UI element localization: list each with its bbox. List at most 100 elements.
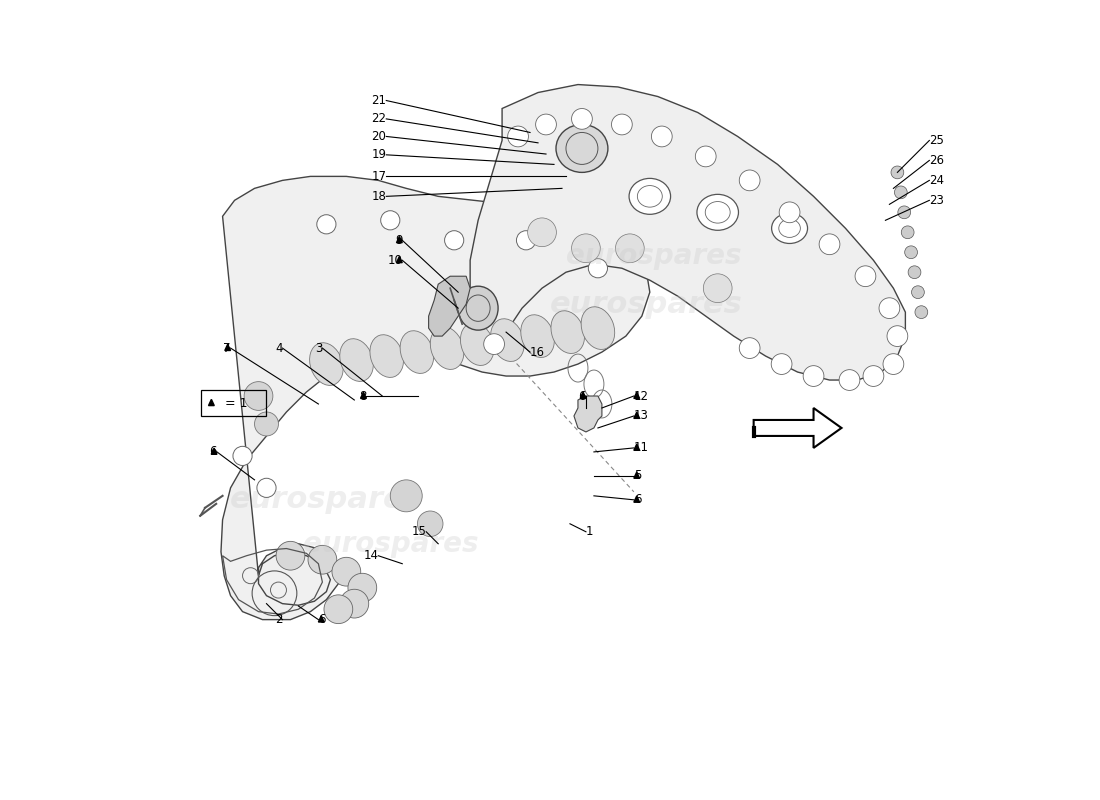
Text: 22: 22 [372,112,386,126]
Circle shape [257,478,276,498]
Circle shape [276,542,305,570]
Text: eurospares: eurospares [230,486,422,514]
Circle shape [390,480,422,512]
Text: 6: 6 [634,494,641,506]
Polygon shape [211,448,217,454]
Text: 7: 7 [223,342,231,354]
Text: eurospares: eurospares [550,290,742,318]
Text: eurospares: eurospares [302,530,478,558]
Text: = 1: = 1 [221,397,248,410]
Ellipse shape [459,286,498,330]
Text: 2: 2 [275,613,283,626]
Ellipse shape [697,194,738,230]
Polygon shape [470,85,905,380]
Circle shape [820,234,840,254]
Polygon shape [224,344,231,350]
Polygon shape [221,176,650,620]
Text: 26: 26 [930,154,944,167]
Polygon shape [429,276,470,336]
Circle shape [901,226,914,238]
Circle shape [484,334,505,354]
Circle shape [528,218,557,246]
Circle shape [739,338,760,358]
Ellipse shape [551,310,584,354]
Text: 4: 4 [275,342,283,354]
Polygon shape [580,392,586,398]
Circle shape [616,234,645,262]
Circle shape [381,210,400,230]
Text: 23: 23 [930,194,944,207]
Polygon shape [396,257,403,262]
Circle shape [703,274,733,302]
Circle shape [695,146,716,167]
Text: 8: 8 [359,390,366,402]
Circle shape [839,370,860,390]
Circle shape [879,298,900,318]
Text: 11: 11 [634,442,649,454]
Text: 13: 13 [634,410,649,422]
Circle shape [417,511,443,537]
Polygon shape [634,472,639,478]
Circle shape [508,126,528,147]
Ellipse shape [430,326,464,370]
Text: 6: 6 [579,390,586,402]
Text: 9: 9 [395,234,403,246]
Circle shape [517,230,536,250]
Polygon shape [634,412,639,418]
Ellipse shape [629,178,671,214]
Circle shape [332,558,361,586]
Ellipse shape [520,314,554,358]
Text: 5: 5 [634,470,641,482]
Polygon shape [574,396,602,432]
Text: 6: 6 [318,613,326,626]
Circle shape [887,326,907,346]
Circle shape [779,202,800,222]
Text: eurospares: eurospares [566,242,741,270]
Ellipse shape [309,342,343,386]
Circle shape [904,246,917,258]
Circle shape [308,546,337,574]
Text: 20: 20 [372,130,386,143]
Circle shape [340,590,368,618]
Polygon shape [634,444,639,450]
Circle shape [348,574,376,602]
Circle shape [324,595,353,624]
Polygon shape [361,392,366,398]
Text: 18: 18 [372,190,386,203]
Circle shape [572,109,592,130]
Circle shape [771,354,792,374]
Circle shape [898,206,911,218]
Text: 21: 21 [372,94,386,107]
Circle shape [891,166,904,178]
Circle shape [915,306,927,318]
Polygon shape [209,399,214,406]
Circle shape [572,234,601,262]
Circle shape [233,446,252,466]
Text: 24: 24 [930,174,944,187]
Text: 16: 16 [530,346,544,358]
Polygon shape [634,496,639,502]
Circle shape [588,258,607,278]
Ellipse shape [340,338,373,382]
Circle shape [536,114,557,135]
Text: 14: 14 [363,550,378,562]
Ellipse shape [581,306,615,350]
Polygon shape [634,392,639,398]
Circle shape [254,412,278,436]
Circle shape [803,366,824,386]
Text: 19: 19 [372,148,386,162]
Ellipse shape [370,334,404,378]
Polygon shape [396,237,403,242]
Text: 1: 1 [586,526,593,538]
Text: 17: 17 [372,170,386,183]
Circle shape [651,126,672,147]
Ellipse shape [771,213,807,243]
Text: 25: 25 [930,134,944,147]
Circle shape [894,186,908,198]
Ellipse shape [461,322,494,366]
Text: 12: 12 [634,390,649,402]
Circle shape [612,114,632,135]
Circle shape [883,354,904,374]
Ellipse shape [556,125,608,172]
Circle shape [855,266,876,286]
